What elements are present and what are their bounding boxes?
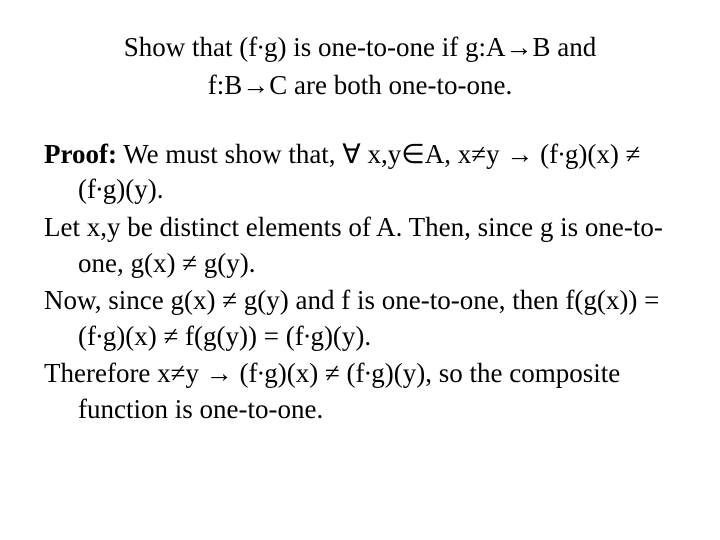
slide: Show that (f∙g) is one-to-one if g:A→B a…	[0, 0, 720, 540]
proof-label: Proof:	[44, 139, 117, 169]
proof-p1-text: We must show that, ∀ x,y∈A, x≠y → (f∙g)(…	[78, 139, 640, 205]
proof-para-3: Now, since g(x) ≠ g(y) and f is one-to-o…	[44, 283, 676, 354]
proof-para-4: Therefore x≠y → (f∙g)(x) ≠ (f∙g)(y), so …	[44, 356, 676, 427]
title-line-1: Show that (f∙g) is one-to-one if g:A→B a…	[44, 28, 676, 66]
proof-body: Proof: We must show that, ∀ x,y∈A, x≠y →…	[44, 137, 676, 428]
proof-para-1: Proof: We must show that, ∀ x,y∈A, x≠y →…	[44, 137, 676, 208]
title-line-2: f:B→C are both one-to-one.	[44, 66, 676, 104]
slide-title: Show that (f∙g) is one-to-one if g:A→B a…	[44, 28, 676, 105]
proof-para-2: Let x,y be distinct elements of A. Then,…	[44, 210, 676, 281]
